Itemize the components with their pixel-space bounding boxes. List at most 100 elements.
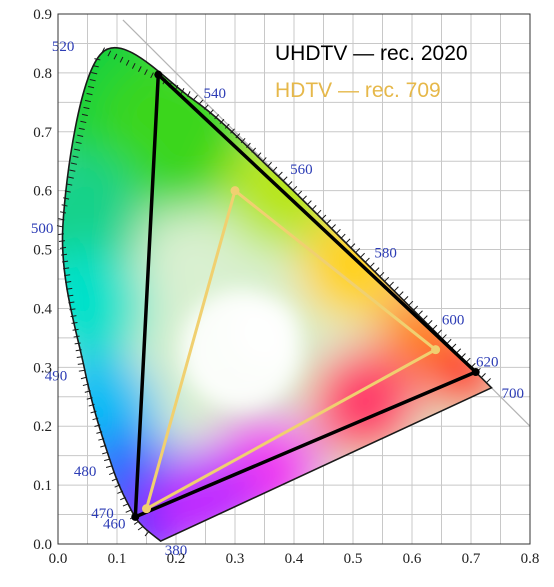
wavelength-tick [326,219,332,225]
y-tick-label: 0.1 [33,478,52,494]
wavelength-tick [446,338,452,344]
legend: UHDTV — rec. 2020 HDTV — rec. 709 [275,42,468,102]
wavelength-tick [122,503,129,507]
wavelength-tick [105,465,113,468]
wavelength-tick [94,58,101,61]
wavelength-tick [277,171,283,177]
wavelength-tick [117,490,124,494]
wavelength-label-460: 460 [103,517,126,533]
wavelength-tick [292,185,298,191]
wavelength-tick [57,233,64,236]
wavelength-tick [65,281,72,283]
wavelength-tick [282,176,288,182]
wavelength-label-540: 540 [203,86,226,102]
wavelength-ticks [56,47,491,537]
wavelength-tick [64,274,71,277]
wavelength-tick [137,526,144,531]
wavelength-tick [96,431,103,434]
wavelength-tick [330,224,336,230]
wavelength-tick [91,72,98,75]
rec2020-triangle [133,72,478,519]
wavelength-tick [340,233,346,239]
wavelength-tick [306,200,312,206]
wavelength-tick [350,243,356,249]
wavelength-tick [144,531,150,537]
wavelength-tick [451,343,457,349]
y-tick-label: 0.3 [33,360,52,376]
wavelength-tick [369,262,375,268]
gamut-triangles [131,70,480,521]
x-tick-label: 0.0 [49,551,68,567]
wavelength-label-470: 470 [91,506,114,522]
wavelength-tick [198,99,204,105]
wavelength-tick [125,509,132,513]
wavelength-tick [88,403,95,407]
wavelength-tick [71,322,78,324]
wavelength-tick [427,320,433,325]
wavelength-tick [72,328,79,331]
wavelength-label-560: 560 [290,162,313,178]
wavelength-tick [77,362,84,365]
x-tick-label: 0.3 [226,551,245,567]
wavelength-tick [80,376,87,380]
wavelength-tick [104,458,111,462]
wavelength-tick [203,104,209,110]
wavelength-tick [78,369,85,372]
x-axis-tick-labels: 0.0 0.1 0.2 0.3 0.4 0.5 0.6 0.7 0.8 [49,551,540,567]
y-tick-label: 0.9 [33,7,52,23]
wavelength-tick [101,47,106,54]
wavelength-tick [72,155,79,158]
wavelength-tick [301,195,307,201]
wavelength-tick [133,520,140,525]
wavelength-tick [70,162,77,165]
wavelength-tick [92,65,99,68]
wavelength-tick [102,451,109,455]
wavelength-tick [398,291,404,297]
wavelength-tick [480,373,486,378]
wavelength-tick [311,205,317,211]
wavelength-tick [335,228,341,234]
x-tick-label: 0.5 [344,551,363,567]
wavelength-tick [413,305,419,311]
wavelength-tick [355,248,361,254]
wavelength-tick [108,471,115,476]
wavelength-tick [74,342,81,345]
wavelength-tick [230,128,235,134]
rec2020-primary-point-2 [131,512,140,521]
wavelength-tick [84,390,91,393]
wavelength-tick [74,148,81,151]
wavelength-tick [75,141,82,144]
wavelength-tick [186,91,191,97]
wavelength-tick [131,63,136,69]
rec709-primary-point-0 [431,345,441,355]
rec709-primary-point-2 [142,504,151,514]
wavelength-tick [144,69,148,76]
x-tick-label: 0.7 [462,551,481,567]
wavelength-tick [379,272,385,277]
wavelength-tick [64,190,71,193]
wavelength-tick [388,281,394,287]
wavelength-tick [94,424,101,428]
wavelength-tick [73,335,80,338]
wavelength-tick [77,134,84,137]
wavelength-tick [84,99,92,103]
wavelength-tick [111,477,118,482]
wavelength-tick [208,109,214,115]
y-tick-label: 0.5 [33,243,52,259]
y-tick-label: 0.4 [33,301,52,317]
wavelength-tick [59,246,67,249]
wavelength-label-600: 600 [442,313,465,329]
x-tick-label: 0.8 [521,551,540,567]
wavelength-tick [68,301,75,304]
wavelength-tick [90,410,97,414]
wavelength-tick [67,176,74,179]
wavelength-tick [297,190,303,196]
rec2020-primary-point-1 [154,70,163,79]
spectral-locus-outline [61,46,493,543]
wavelength-tick [403,296,409,301]
wavelength-tick [82,383,89,387]
wavelength-tick [408,300,414,306]
wavelength-tick [437,329,443,335]
